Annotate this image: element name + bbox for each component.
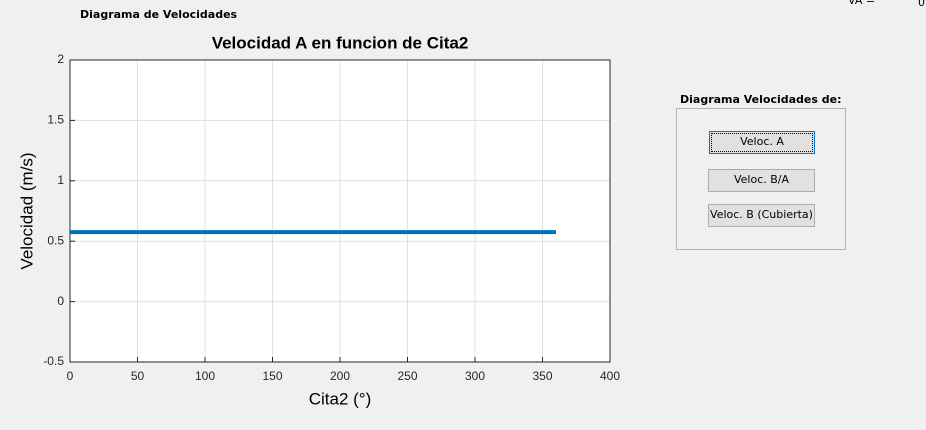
- x-tick-label: 350: [532, 369, 552, 383]
- chart: Velocidad A en funcion de Cita2 Cita2 (°…: [17, 33, 620, 408]
- y-tick-label: 1.5: [47, 113, 64, 127]
- x-axis-label: Cita2 (°): [309, 389, 372, 408]
- panel-title: Diagrama Velocidades de:: [679, 93, 843, 106]
- x-tick-label: 200: [330, 369, 350, 383]
- button-panel: [676, 108, 846, 250]
- corner-label: VA =: [848, 0, 876, 7]
- y-tick-label: 0.5: [47, 233, 64, 247]
- x-tick-label: 0: [67, 369, 74, 383]
- x-tick-label: 400: [600, 369, 620, 383]
- heading: Diagrama de Velocidades: [80, 8, 238, 21]
- x-tick-label: 250: [397, 369, 417, 383]
- plot-frame: [69, 59, 611, 363]
- corner-value: 0: [918, 0, 925, 9]
- y-tick-label: -0.5: [43, 354, 64, 368]
- y-tick-label: 0: [57, 294, 64, 308]
- button[interactable]: Veloc. B/A: [708, 169, 815, 192]
- x-tick-label: 150: [262, 369, 282, 383]
- x-tick-label: 50: [131, 369, 145, 383]
- y-tick-label: 2: [57, 52, 64, 66]
- button[interactable]: Veloc. A: [709, 131, 815, 154]
- x-tick-label: 300: [465, 369, 485, 383]
- y-axis-label: Velocidad (m/s): [17, 152, 36, 269]
- x-tick-label: 100: [195, 369, 215, 383]
- y-tick-label: 1: [57, 173, 64, 187]
- button[interactable]: Veloc. B (Cubierta): [708, 204, 815, 227]
- chart-title: Velocidad A en funcion de Cita2: [212, 33, 469, 52]
